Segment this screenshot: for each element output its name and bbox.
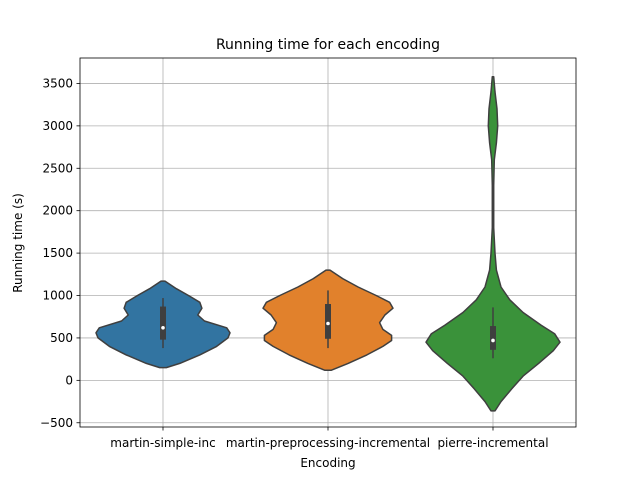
y-tick-label: 2000 [42,204,73,218]
x-tick-label: martin-preprocessing-incremental [226,436,430,450]
y-axis-label: Running time (s) [11,193,25,293]
violin-median-point [491,338,495,343]
violin-iqr-box [325,304,331,339]
violin-body [425,75,561,412]
chart-title: Running time for each encoding [216,37,440,53]
y-tick-label: 1000 [42,289,73,303]
x-axis-label: Encoding [300,456,355,470]
y-tick-label: 500 [50,331,73,345]
x-tick-label: pierre-incremental [437,436,548,450]
x-tick-label: martin-simple-inc [110,436,215,450]
y-tick-label: 1500 [42,246,73,260]
y-tick-label: 3500 [42,76,73,90]
y-tick-label: 3000 [42,119,73,133]
violins [95,75,561,412]
violin-median-point [161,325,165,330]
violin-iqr-box [160,306,166,340]
violin-median-point [326,321,330,326]
y-axis-ticks: −500 0 500 1000 1500 2000 2500 3000 3500 [40,76,80,430]
violin-iqr-box [490,326,496,350]
y-tick-label: 0 [65,373,73,387]
x-axis-ticks: martin-simple-inc martin-preprocessing-in… [110,427,549,450]
y-tick-label: 2500 [42,161,73,175]
y-tick-label: −500 [40,416,73,430]
